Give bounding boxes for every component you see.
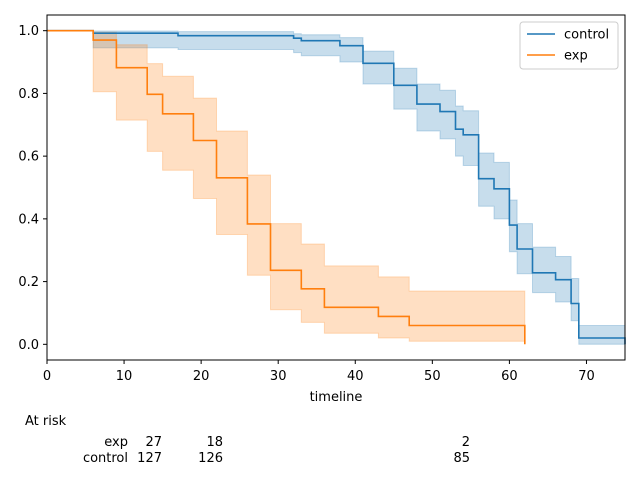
survival-line-exp (47, 29, 526, 345)
survival-line-control (47, 29, 626, 345)
x-tick-label: 40 (347, 369, 364, 384)
ci-band-exp (47, 30, 526, 342)
at-risk-control-count-3: 85 (453, 451, 470, 466)
at-risk-control-count-1: 127 (137, 451, 162, 466)
confidence-bands (47, 30, 626, 345)
y-tick-label: 0.6 (18, 150, 39, 165)
y-tick-label: 0.2 (18, 275, 39, 290)
at-risk-exp-count-2: 18 (206, 435, 223, 450)
at-risk-exp-count-3: 2 (462, 435, 470, 450)
at-risk-title: At risk (25, 414, 67, 429)
x-tick-label: 50 (424, 369, 441, 384)
at-risk-row-label-exp: exp (104, 435, 128, 450)
at-risk-control-count-2: 126 (198, 451, 223, 466)
x-tick-label: 30 (270, 369, 287, 384)
y-tick-label: 0.4 (18, 212, 39, 227)
at-risk-exp-count-1: 27 (145, 435, 162, 450)
legend-label-control: control (564, 28, 609, 43)
survival-curves (47, 29, 626, 345)
x-tick-label: 10 (116, 369, 133, 384)
y-axis-ticks: 0.0 0.2 0.4 0.6 0.8 1.0 (18, 24, 47, 353)
x-tick-label: 0 (43, 369, 51, 384)
at-risk-table: At risk exp control 27 18 2 127 126 85 (25, 414, 470, 466)
y-tick-label: 1.0 (18, 24, 39, 39)
legend: control exp (519, 21, 619, 70)
x-axis-ticks: 0 10 20 30 40 50 60 70 (43, 360, 595, 384)
at-risk-row-label-control: control (83, 451, 128, 466)
x-tick-label: 20 (193, 369, 210, 384)
x-tick-label: 60 (501, 369, 518, 384)
x-axis-label: timeline (310, 390, 363, 405)
y-tick-label: 0.8 (18, 87, 39, 102)
x-tick-label: 70 (578, 369, 595, 384)
legend-label-exp: exp (564, 49, 588, 64)
plot-area-frame (46, 14, 626, 361)
y-tick-label: 0.0 (18, 338, 39, 353)
